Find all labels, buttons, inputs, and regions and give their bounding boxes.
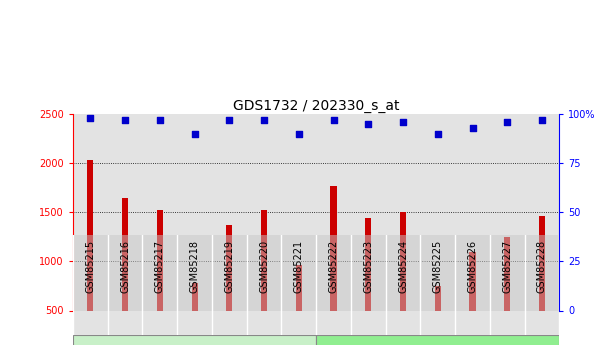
Point <box>224 117 234 122</box>
Bar <box>539 216 545 310</box>
Point <box>190 131 199 136</box>
Bar <box>122 198 128 310</box>
Bar <box>295 265 302 310</box>
Bar <box>365 218 371 310</box>
Bar <box>157 210 163 310</box>
Bar <box>316 335 559 345</box>
Bar <box>504 237 510 310</box>
Point <box>468 125 477 130</box>
Point <box>86 115 95 120</box>
Bar <box>420 114 455 311</box>
Text: GSM85216: GSM85216 <box>120 240 130 293</box>
Text: GSM85225: GSM85225 <box>433 240 443 293</box>
Text: GSM85222: GSM85222 <box>328 240 339 293</box>
Bar <box>212 114 247 311</box>
Text: GSM85223: GSM85223 <box>363 240 373 293</box>
Bar <box>142 114 177 311</box>
Bar <box>400 212 406 310</box>
Bar <box>261 210 267 310</box>
Bar <box>192 284 198 310</box>
Bar <box>88 160 94 310</box>
Point <box>398 119 408 125</box>
Text: GSM85220: GSM85220 <box>259 240 269 293</box>
Bar <box>469 252 475 310</box>
Point <box>294 131 303 136</box>
Bar <box>331 186 337 310</box>
Bar <box>247 114 282 311</box>
Text: GSM85218: GSM85218 <box>190 240 199 293</box>
Text: GSM85224: GSM85224 <box>398 240 408 293</box>
Bar <box>455 114 490 311</box>
Text: GSM85215: GSM85215 <box>85 240 95 293</box>
Point <box>259 117 269 122</box>
Text: GSM85217: GSM85217 <box>155 240 165 293</box>
Point <box>537 117 547 122</box>
Text: GSM85227: GSM85227 <box>502 240 513 293</box>
Text: GSM85219: GSM85219 <box>224 240 234 293</box>
Bar <box>385 114 420 311</box>
Bar <box>177 114 212 311</box>
Point <box>433 131 443 136</box>
Bar <box>351 114 385 311</box>
Text: GSM85221: GSM85221 <box>294 240 304 293</box>
Title: GDS1732 / 202330_s_at: GDS1732 / 202330_s_at <box>233 99 399 113</box>
Text: GSM85228: GSM85228 <box>537 240 547 293</box>
Bar <box>108 114 142 311</box>
Point <box>502 119 512 125</box>
Bar <box>226 225 232 310</box>
Bar <box>73 114 108 311</box>
Bar <box>525 114 559 311</box>
Point <box>329 117 339 122</box>
Bar <box>316 114 351 311</box>
Point <box>120 117 130 122</box>
Bar <box>435 286 441 310</box>
Point <box>155 117 165 122</box>
Bar <box>73 335 316 345</box>
Bar <box>490 114 525 311</box>
Point <box>364 121 373 127</box>
Text: GSM85226: GSM85226 <box>468 240 477 293</box>
Bar <box>282 114 316 311</box>
